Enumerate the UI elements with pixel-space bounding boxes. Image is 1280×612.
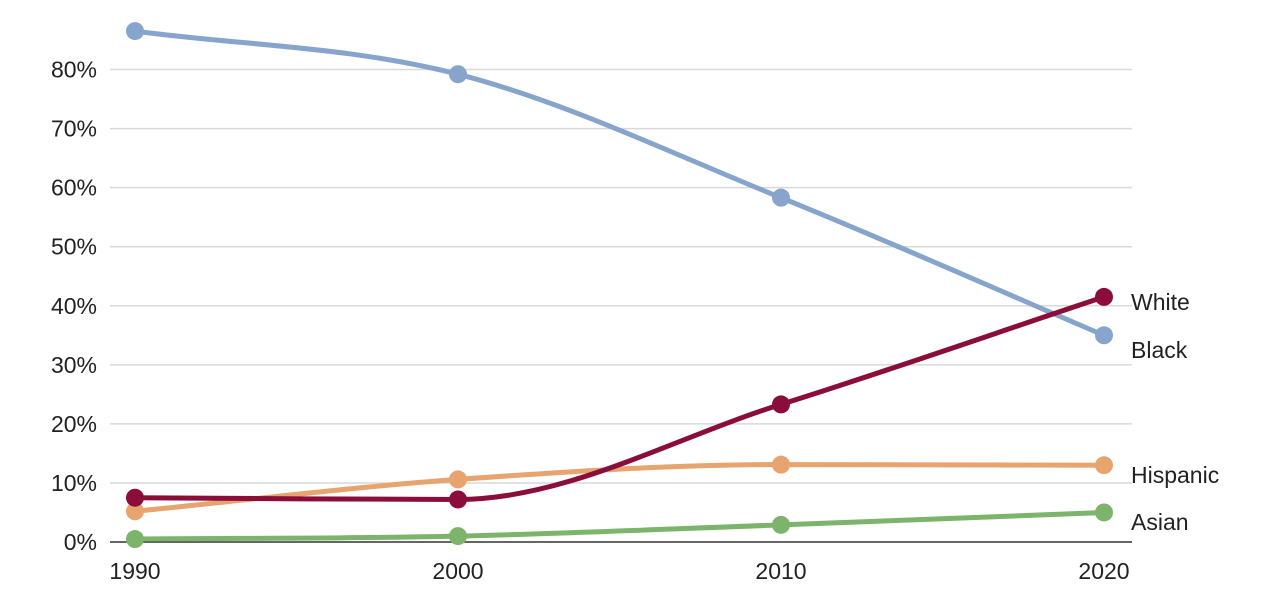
data-point-asian-2000	[449, 527, 467, 546]
data-point-asian-2010	[772, 515, 790, 534]
series-line-white	[132, 294, 1107, 502]
x-tick-label: 2010	[755, 558, 806, 584]
y-tick-label: 70%	[51, 116, 97, 142]
series-line-asian	[132, 510, 1107, 542]
y-tick-label: 80%	[51, 57, 97, 83]
y-axis: 0% 10% 20% 30% 40% 50% 60% 70% 80%	[51, 57, 97, 556]
series-label-black: Black	[1131, 337, 1188, 363]
data-point-hispanic-2020	[1095, 456, 1113, 475]
data-point-white-2010	[772, 395, 790, 414]
data-point-white-2000	[449, 490, 467, 509]
data-point-black-1990	[126, 22, 144, 41]
series-labels: Black White Hispanic Asian	[1131, 289, 1219, 535]
data-point-hispanic-1990	[126, 502, 144, 521]
data-point-white-1990	[126, 488, 144, 507]
data-point-asian-2020	[1095, 503, 1113, 522]
y-tick-label: 50%	[51, 234, 97, 260]
data-point-black-2000	[449, 65, 467, 84]
x-tick-label: 2020	[1078, 558, 1129, 584]
x-axis: 1990 2000 2010 2020	[109, 541, 1132, 584]
data-point-hispanic-2010	[772, 455, 790, 474]
data-point-asian-1990	[126, 530, 144, 549]
data-point-black-2010	[772, 188, 790, 207]
data-point-black-2020	[1095, 326, 1113, 345]
series-label-white: White	[1131, 289, 1190, 315]
gridlines	[110, 68, 1132, 484]
series-points	[126, 22, 1113, 549]
y-tick-label: 0%	[64, 529, 97, 555]
series-line-black	[132, 28, 1107, 338]
data-point-hispanic-2000	[449, 470, 467, 489]
series-lines	[132, 28, 1107, 542]
data-point-white-2020	[1095, 287, 1113, 306]
y-tick-label: 10%	[51, 470, 97, 496]
x-tick-label: 2000	[432, 558, 483, 584]
y-tick-label: 40%	[51, 293, 97, 319]
x-tick-label: 1990	[109, 558, 160, 584]
y-tick-label: 20%	[51, 411, 97, 437]
series-label-asian: Asian	[1131, 509, 1189, 535]
y-tick-label: 30%	[51, 352, 97, 378]
series-label-hispanic: Hispanic	[1131, 462, 1219, 488]
series-line-hispanic	[132, 462, 1107, 514]
y-tick-label: 60%	[51, 175, 97, 201]
